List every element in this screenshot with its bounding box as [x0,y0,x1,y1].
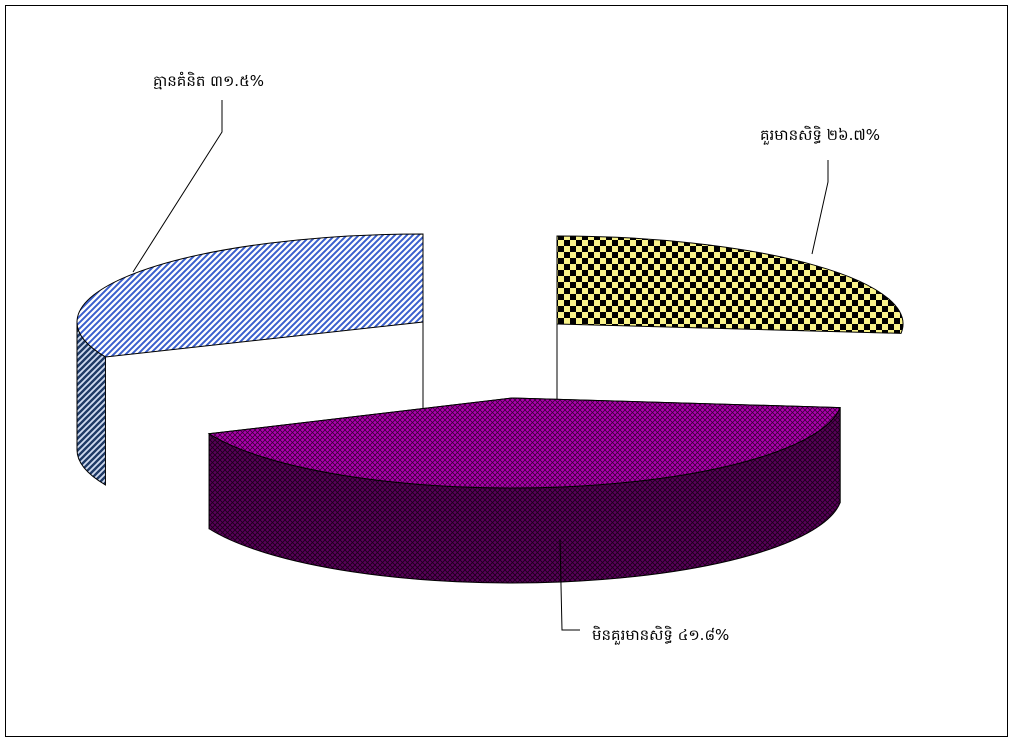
chart-frame [5,5,1008,737]
leader-line-0 [132,100,223,273]
slice-0-top [76,233,424,358]
slice-label-2: មិនគួរមានសិទ្ធិ ៤១.៨% [592,625,729,645]
slice-2 [207,397,841,584]
slice-2-top [207,397,841,489]
slice-1-top [556,235,904,334]
labels-layer: គ្មានគំនិត ៣១.៥% គួរមានសិទ្ធិ ២៦.៧% មិនគួរ… [132,71,880,645]
leader-line-1 [811,160,829,255]
slice-0 [76,233,424,486]
slice-label-1: គួរមានសិទ្ធិ ២៦.៧% [760,125,880,145]
leader-line-2 [559,539,580,631]
slice-1 [556,235,904,424]
slices-layer [76,233,904,584]
slice-label-0: គ្មានគំនិត ៣១.៥% [153,71,264,90]
